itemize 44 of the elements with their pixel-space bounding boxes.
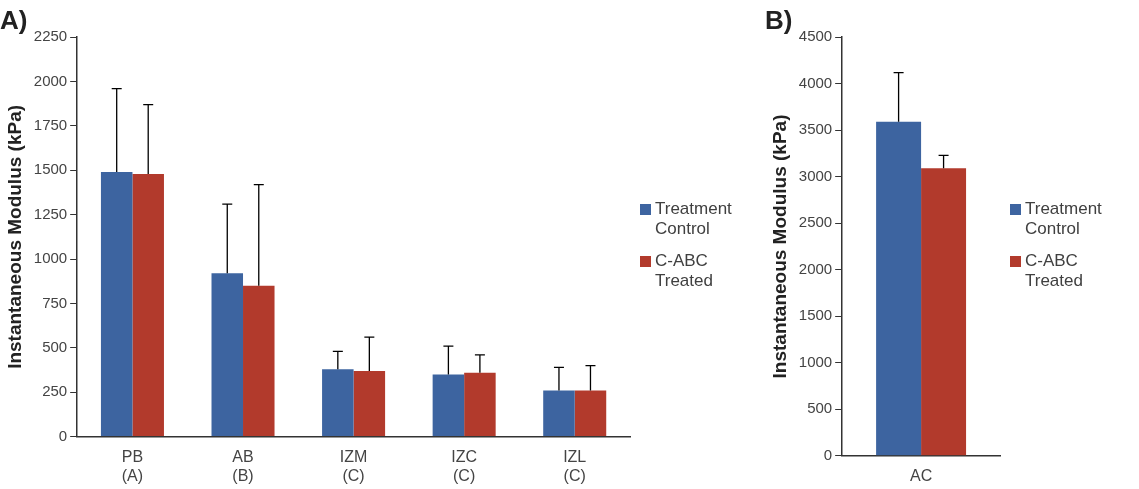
bar [132, 173, 164, 437]
y-tick-label: 1250 [33, 204, 68, 222]
y-tick-label: 250 [42, 382, 68, 400]
y-tick-label: 2000 [33, 71, 68, 89]
y-tick-label: 1750 [33, 116, 68, 134]
legend-label: Treatment Control [655, 198, 733, 239]
y-axis-title: Instantaneous Modulus (kPa) [3, 104, 25, 369]
legend-label: C-ABC Treated [1025, 250, 1084, 291]
y-tick-label: 4000 [798, 73, 833, 91]
y-tick-label: 2250 [33, 27, 68, 45]
chart-title: A) [0, 4, 28, 35]
y-tick-label: 750 [42, 293, 68, 311]
y-tick-label: 500 [807, 399, 833, 417]
x-tick-label: IZC (C) [451, 447, 478, 484]
legend-label: C-ABC Treated [655, 250, 714, 291]
y-tick-label: 1000 [798, 352, 833, 370]
y-tick-label: 0 [58, 426, 68, 444]
x-tick-label: AC [909, 466, 933, 484]
y-tick-label: 1500 [33, 160, 68, 178]
x-tick-label: AB (B) [232, 447, 254, 484]
bar [243, 285, 275, 437]
y-axis-title: Instantaneous Modulus (kPa) [768, 114, 790, 379]
bar [574, 390, 607, 437]
y-tick-label: 500 [42, 337, 68, 355]
chart-title: B) [765, 4, 793, 35]
bar [353, 370, 386, 437]
legend-label: Treatment Control [1025, 198, 1103, 239]
y-tick-label: 1000 [33, 249, 68, 267]
y-tick-label: 2500 [798, 213, 833, 231]
bar [464, 372, 496, 437]
bar [211, 273, 244, 437]
bar [322, 369, 354, 437]
y-tick-label: 1500 [798, 306, 833, 324]
bar [432, 374, 465, 437]
y-tick-label: 0 [823, 445, 833, 463]
y-tick-label: 4500 [798, 27, 833, 45]
y-tick-label: 3500 [798, 120, 833, 138]
y-tick-label: 2000 [798, 259, 833, 277]
bar [543, 390, 575, 437]
x-tick-label: IZM (C) [339, 447, 368, 484]
y-tick-label: 3000 [798, 166, 833, 184]
x-tick-label: IZL (C) [563, 447, 587, 484]
bar [100, 172, 133, 437]
x-tick-label: PB (A) [121, 447, 144, 484]
